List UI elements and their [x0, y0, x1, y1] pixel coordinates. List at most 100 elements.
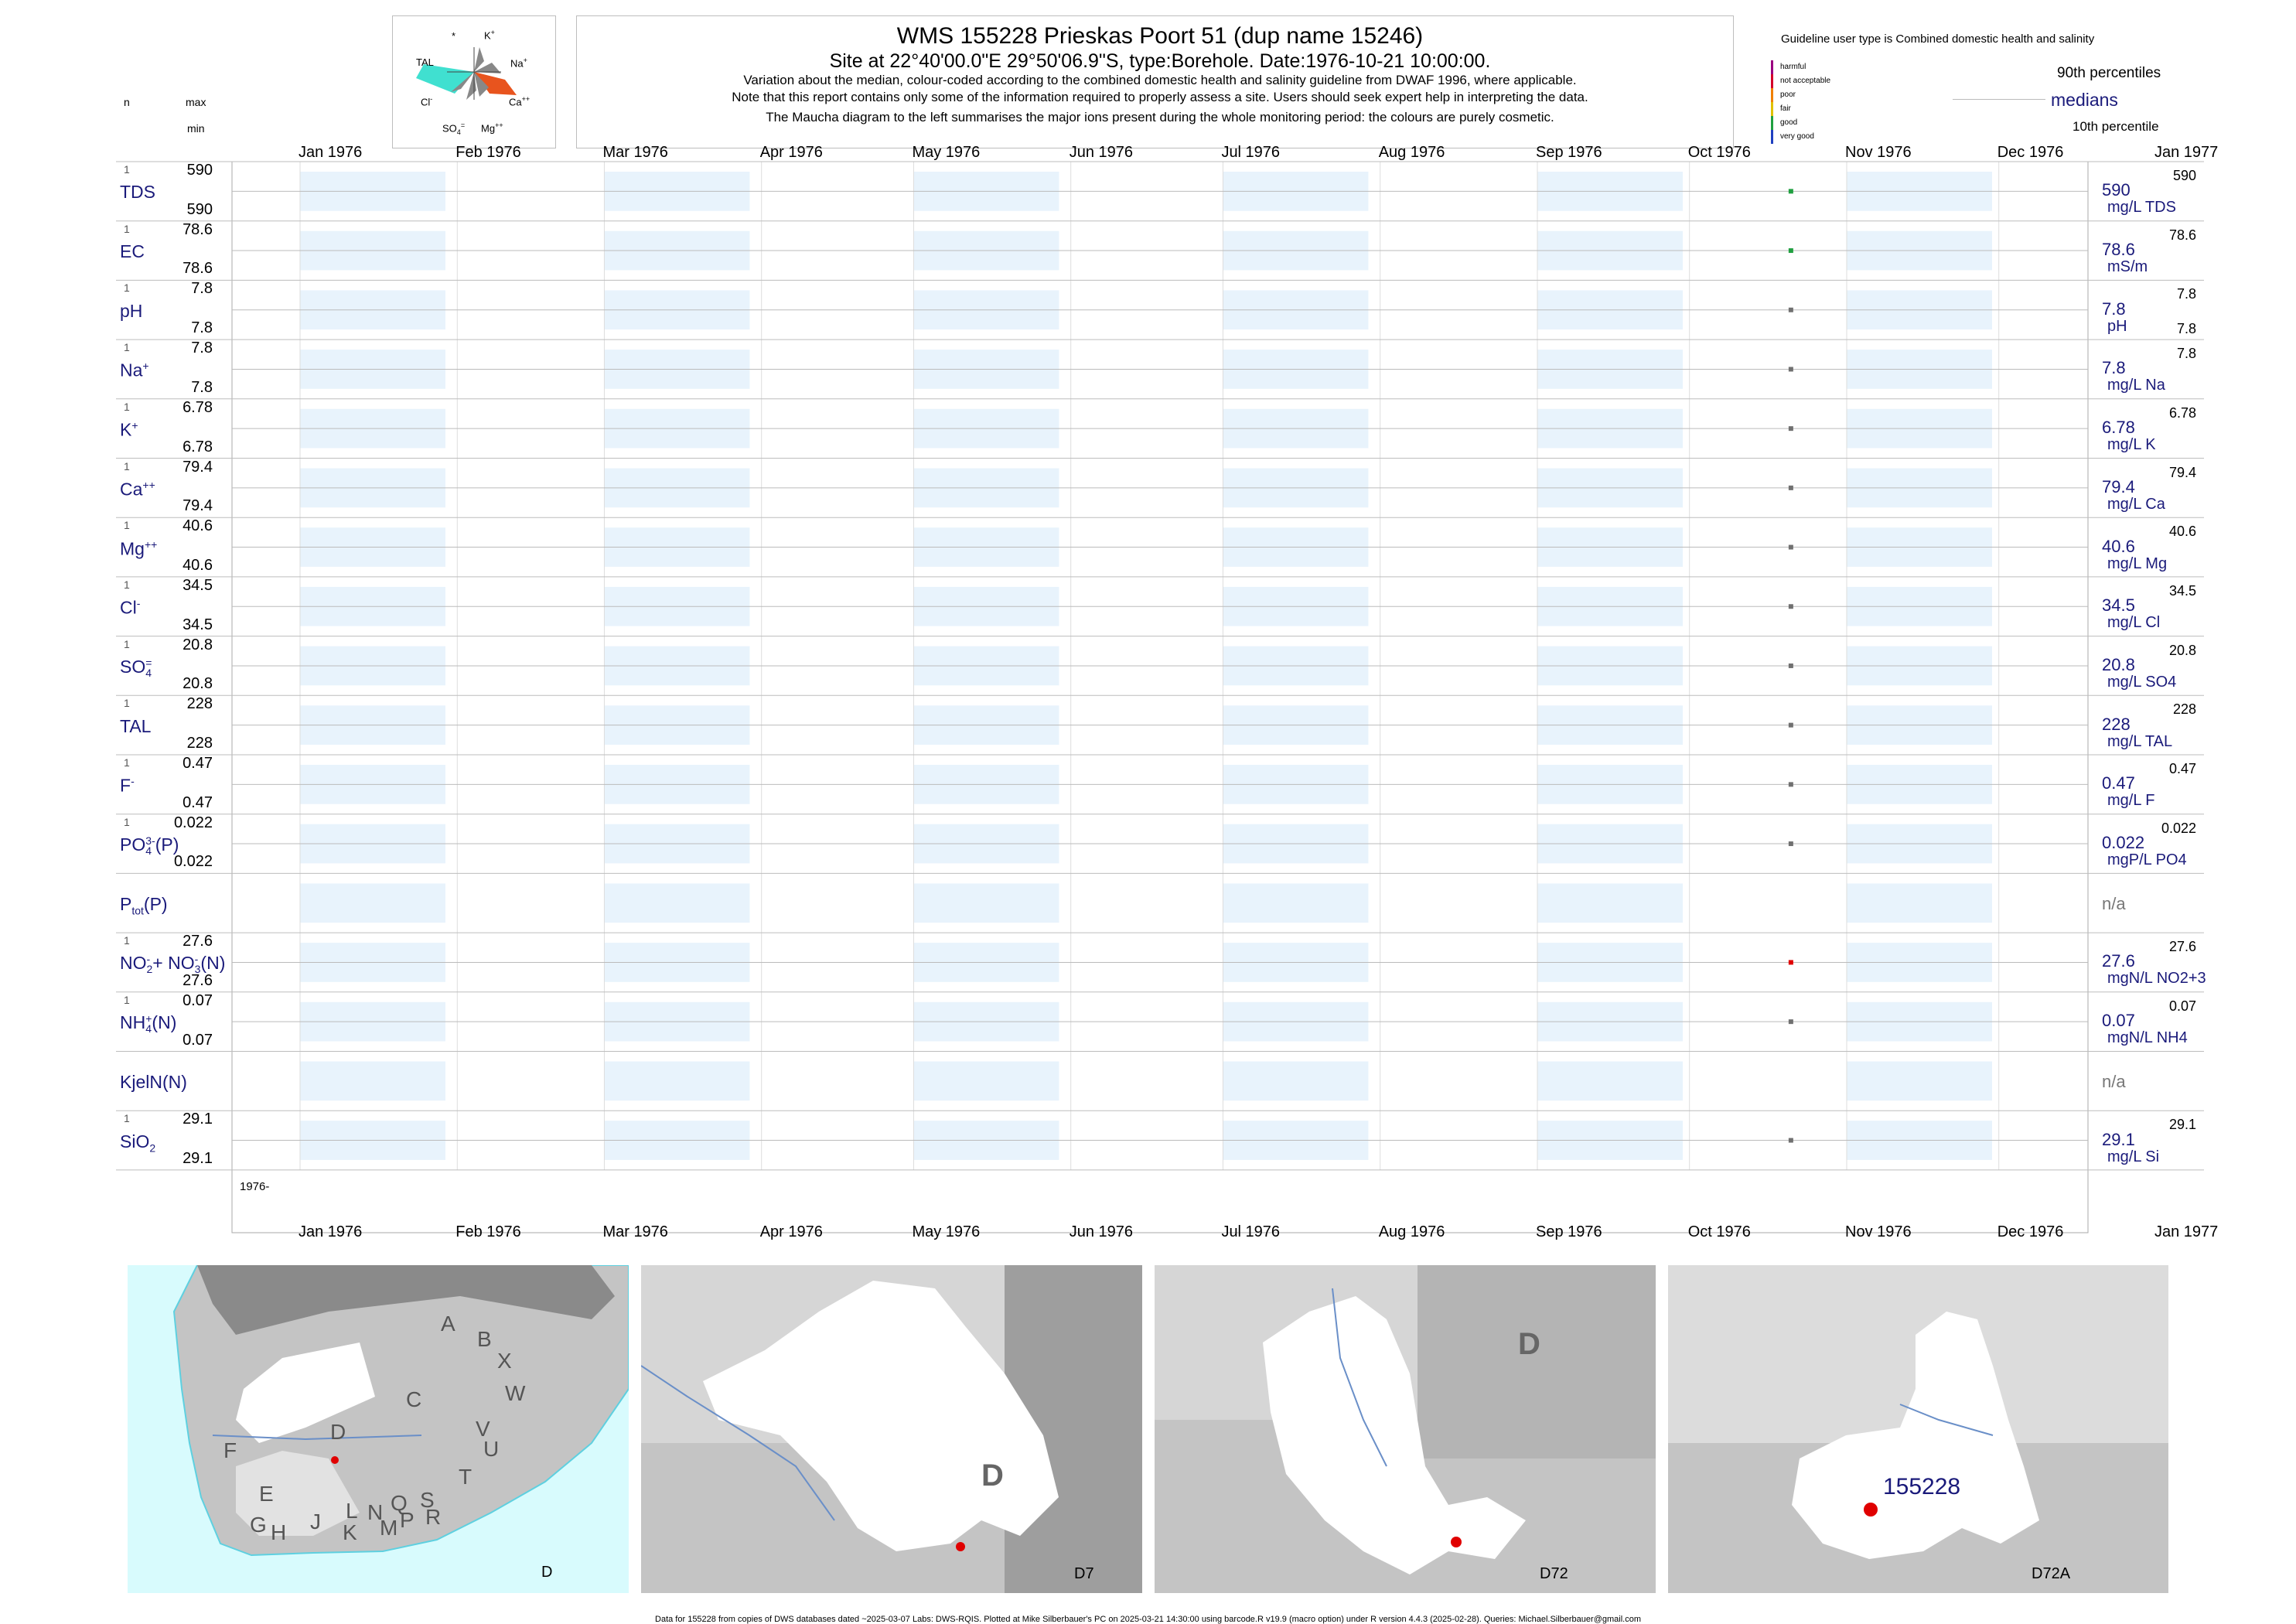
legend-label: not acceptable [1780, 77, 1831, 85]
maucha-label-star: * [452, 30, 456, 42]
panel-median-value: 78.6 [2102, 240, 2135, 260]
panel-unit: mg/L K [2107, 436, 2156, 454]
month-band [300, 883, 445, 923]
panel-median-value: 40.6 [2102, 536, 2135, 556]
month-band [1223, 883, 1369, 923]
top-month-label: Aug 1976 [1378, 144, 1445, 161]
data-point [1788, 1019, 1793, 1025]
panel-p90: 0.07 [2168, 998, 2196, 1014]
panel-unit: mg/L Mg [2107, 554, 2168, 572]
report-title: WMS 155228 Prieskas Poort 51 (dup name 1… [896, 23, 1424, 49]
panel-unit: mg/L SO4 [2107, 673, 2177, 691]
map3-label: D72 [1540, 1565, 1568, 1582]
panel-p90: 34.5 [2168, 582, 2196, 599]
month-band [300, 1061, 445, 1101]
panel-max: 6.78 [183, 398, 213, 416]
panel-min: 78.6 [183, 260, 213, 278]
map-d72a: 155228 D72A [1668, 1265, 2168, 1593]
panel-p10: 7.8 [2176, 321, 2196, 337]
legend-color-good [1771, 116, 1773, 130]
panel-min: 29.1 [183, 1149, 213, 1167]
panel-median-value: 7.8 [2102, 299, 2126, 319]
panel-n: 1 [124, 756, 130, 769]
month-band [1537, 1061, 1683, 1101]
legend-color-harmful [1771, 60, 1773, 74]
period-label: 1976- [240, 1180, 270, 1193]
data-point [1788, 485, 1793, 490]
map2-region-label: D [981, 1459, 1004, 1493]
top-month-label: Nov 1976 [1845, 144, 1912, 161]
data-point [1788, 960, 1793, 965]
panel-unit: mgP/L PO4 [2107, 851, 2187, 869]
panel-median-value: 27.6 [2102, 951, 2135, 971]
data-point [1788, 782, 1793, 787]
maucha-label-so4: SO4= [442, 121, 466, 136]
month-band [913, 1061, 1059, 1101]
region-code-label: W [505, 1381, 526, 1405]
data-point [1788, 604, 1793, 609]
data-point [1788, 663, 1793, 668]
panel-label: TAL [120, 715, 152, 736]
guideline-text: Guideline user type is Combined domestic… [1781, 32, 2095, 46]
legend-median-line [1953, 99, 2045, 100]
panel-p90: 6.78 [2168, 404, 2196, 421]
panel-median-value: 0.022 [2102, 833, 2145, 853]
region-code-label: F [223, 1438, 237, 1462]
maucha-ca-sector [474, 72, 517, 95]
top-month-label: Apr 1976 [759, 144, 823, 161]
region-code-label: L [346, 1499, 358, 1523]
region-code-label: B [477, 1327, 492, 1351]
region-code-label: R [425, 1505, 442, 1529]
data-point [1788, 189, 1793, 194]
maucha-label-cl: Cl- [421, 95, 433, 108]
panel-min: 27.6 [183, 971, 213, 989]
region-code-label: N [367, 1500, 384, 1524]
region-code-label: D [330, 1420, 346, 1444]
bottom-month-label: Feb 1976 [455, 1223, 521, 1240]
region-code-label: V [476, 1417, 490, 1441]
panel-n: 1 [124, 222, 130, 235]
map-d7: D D7 [641, 1265, 1142, 1593]
panel-min: 7.8 [191, 319, 213, 337]
panel-label: EC [120, 241, 145, 262]
panel-unit: mg/L Cl [2107, 614, 2161, 632]
panel-median-value: 590 [2102, 180, 2131, 200]
note-line-2: Note that this report contains only some… [732, 90, 1588, 104]
panel-min: 228 [186, 735, 213, 752]
panel-min: 590 [186, 200, 213, 218]
panel-median-value: n/a [2102, 1071, 2126, 1091]
panel-max: 0.47 [183, 755, 213, 772]
maucha-mg-sector [474, 72, 489, 97]
bottom-month-label: Jul 1976 [1221, 1223, 1281, 1240]
region-code-label: X [497, 1349, 512, 1373]
site-subtitle: Site at 22°40'00.0"E 29°50'06.9"S, type:… [829, 50, 1491, 72]
panel-median-value: 79.4 [2102, 476, 2135, 496]
panel-median-value: n/a [2102, 893, 2126, 913]
panel-median-value: 0.47 [2102, 773, 2135, 793]
legend-label: good [1780, 118, 1798, 127]
bottom-month-label: Aug 1976 [1378, 1223, 1445, 1240]
panel-median-value: 6.78 [2102, 418, 2135, 438]
map1-label: D [541, 1564, 553, 1581]
region-code-label: T [459, 1465, 473, 1489]
region-code-label: P [400, 1508, 415, 1532]
panel-label: F- [120, 775, 135, 796]
region-code-label: M [380, 1516, 398, 1540]
panel-p90: 27.6 [2168, 939, 2196, 955]
panel-max: 20.8 [183, 636, 213, 653]
bottom-month-label: Jan 1977 [2154, 1223, 2219, 1240]
panel-label: pH [120, 300, 143, 321]
panel-n: 1 [124, 578, 130, 591]
panel-median-value: 0.07 [2102, 1011, 2135, 1031]
bottom-month-label: Sep 1976 [1536, 1223, 1602, 1240]
region-code-label: C [406, 1387, 422, 1411]
region-code-label: K [343, 1520, 357, 1544]
note-line-1: Variation about the median, colour-coded… [743, 73, 1577, 87]
panel-p90: 7.8 [2176, 346, 2196, 362]
month-band [1537, 883, 1683, 923]
panel-n: 1 [124, 341, 130, 354]
panel-n: 1 [124, 1112, 130, 1125]
bottom-month-label: May 1976 [912, 1223, 981, 1240]
panel-n: 1 [124, 637, 130, 650]
